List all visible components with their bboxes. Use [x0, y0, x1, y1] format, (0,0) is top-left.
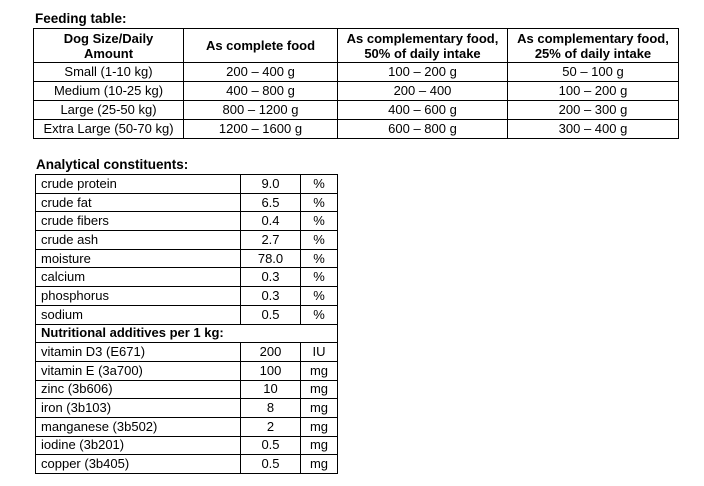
cell-complementary-50: 200 – 400: [337, 81, 508, 101]
constituent-name: crude fat: [35, 192, 241, 213]
constituent-row: sodium 0.5 %: [35, 304, 338, 325]
additive-value: 2: [240, 416, 301, 437]
cell-complete-food: 400 – 800 g: [183, 81, 338, 101]
additive-name: vitamin E (3a700): [35, 360, 241, 381]
cell-complete-food: 200 – 400 g: [183, 62, 338, 82]
constituent-value: 0.3: [240, 286, 301, 306]
feeding-row: Large (25-50 kg) 800 – 1200 g 400 – 600 …: [33, 100, 679, 120]
additive-value: 200: [240, 342, 301, 362]
additive-unit: mg: [300, 435, 338, 456]
additive-row: vitamin E (3a700) 100 mg: [35, 360, 338, 381]
analytical-constituents-title: Analytical constituents:: [36, 157, 189, 172]
constituent-row: crude ash 2.7 %: [35, 230, 338, 250]
constituent-value: 9.0: [240, 174, 301, 194]
cell-complementary-25: 200 – 300 g: [507, 100, 679, 120]
additive-unit: IU: [300, 342, 338, 362]
additive-name: copper (3b405): [35, 454, 241, 474]
additive-name: vitamin D3 (E671): [35, 342, 241, 362]
additive-row: manganese (3b502) 2 mg: [35, 416, 338, 437]
constituent-unit: %: [300, 304, 338, 325]
feeding-table-title: Feeding table:: [35, 11, 127, 26]
additive-name: iodine (3b201): [35, 435, 241, 456]
constituent-unit: %: [300, 267, 338, 288]
additive-unit: mg: [300, 416, 338, 437]
constituent-unit: %: [300, 230, 338, 250]
constituent-unit: %: [300, 248, 338, 269]
feeding-table: Dog Size/Daily Amount As complete food A…: [33, 28, 679, 139]
additive-value: 100: [240, 360, 301, 381]
constituent-name: calcium: [35, 267, 241, 288]
additive-unit: mg: [300, 379, 338, 400]
additive-value: 8: [240, 398, 301, 418]
constituent-row: crude fat 6.5 %: [35, 192, 338, 213]
constituent-value: 6.5: [240, 192, 301, 213]
additive-unit: mg: [300, 398, 338, 418]
constituent-value: 2.7: [240, 230, 301, 250]
additive-unit: mg: [300, 454, 338, 474]
constituent-name: moisture: [35, 248, 241, 269]
cell-complementary-25: 50 – 100 g: [507, 62, 679, 82]
constituent-value: 78.0: [240, 248, 301, 269]
header-complementary-25: As complementary food, 25% of daily inta…: [507, 28, 679, 63]
additive-value: 10: [240, 379, 301, 400]
constituent-name: crude fibers: [35, 211, 241, 232]
constituent-row: phosphorus 0.3 %: [35, 286, 338, 306]
additive-row: copper (3b405) 0.5 mg: [35, 454, 338, 474]
feeding-header-row: Dog Size/Daily Amount As complete food A…: [33, 28, 679, 63]
cell-complementary-25: 300 – 400 g: [507, 119, 679, 139]
cell-dog-size: Small (1-10 kg): [33, 62, 184, 82]
cell-complementary-50: 600 – 800 g: [337, 119, 508, 139]
constituent-row: calcium 0.3 %: [35, 267, 338, 288]
feeding-row: Medium (10-25 kg) 400 – 800 g 200 – 400 …: [33, 81, 679, 101]
header-complementary-50: As complementary food, 50% of daily inta…: [337, 28, 508, 63]
cell-complete-food: 1200 – 1600 g: [183, 119, 338, 139]
additive-row: iodine (3b201) 0.5 mg: [35, 435, 338, 456]
constituent-row: crude protein 9.0 %: [35, 174, 338, 194]
constituent-name: sodium: [35, 304, 241, 325]
additives-section-header: Nutritional additives per 1 kg:: [35, 323, 338, 344]
additive-value: 0.5: [240, 435, 301, 456]
constituent-unit: %: [300, 174, 338, 194]
constituent-name: phosphorus: [35, 286, 241, 306]
header-complete-food: As complete food: [183, 28, 338, 63]
feeding-row: Extra Large (50-70 kg) 1200 – 1600 g 600…: [33, 119, 679, 139]
cell-complementary-25: 100 – 200 g: [507, 81, 679, 101]
additive-row: vitamin D3 (E671) 200 IU: [35, 342, 338, 362]
additive-name: manganese (3b502): [35, 416, 241, 437]
additive-value: 0.5: [240, 454, 301, 474]
constituent-name: crude ash: [35, 230, 241, 250]
constituent-row: moisture 78.0 %: [35, 248, 338, 269]
constituent-unit: %: [300, 211, 338, 232]
additive-name: iron (3b103): [35, 398, 241, 418]
cell-dog-size: Large (25-50 kg): [33, 100, 184, 120]
additive-unit: mg: [300, 360, 338, 381]
additives-section-header-row: Nutritional additives per 1 kg:: [35, 323, 338, 344]
cell-complementary-50: 100 – 200 g: [337, 62, 508, 82]
constituent-value: 0.4: [240, 211, 301, 232]
additive-row: zinc (3b606) 10 mg: [35, 379, 338, 400]
feeding-row: Small (1-10 kg) 200 – 400 g 100 – 200 g …: [33, 62, 679, 82]
additive-name: zinc (3b606): [35, 379, 241, 400]
cell-complementary-50: 400 – 600 g: [337, 100, 508, 120]
header-dog-size: Dog Size/Daily Amount: [33, 28, 184, 63]
cell-dog-size: Extra Large (50-70 kg): [33, 119, 184, 139]
constituent-value: 0.3: [240, 267, 301, 288]
cell-complete-food: 800 – 1200 g: [183, 100, 338, 120]
analytical-constituents-table: crude protein 9.0 % crude fat 6.5 % crud…: [35, 174, 338, 474]
constituent-unit: %: [300, 286, 338, 306]
additive-row: iron (3b103) 8 mg: [35, 398, 338, 418]
constituent-value: 0.5: [240, 304, 301, 325]
cell-dog-size: Medium (10-25 kg): [33, 81, 184, 101]
constituent-row: crude fibers 0.4 %: [35, 211, 338, 232]
constituent-name: crude protein: [35, 174, 241, 194]
constituent-unit: %: [300, 192, 338, 213]
